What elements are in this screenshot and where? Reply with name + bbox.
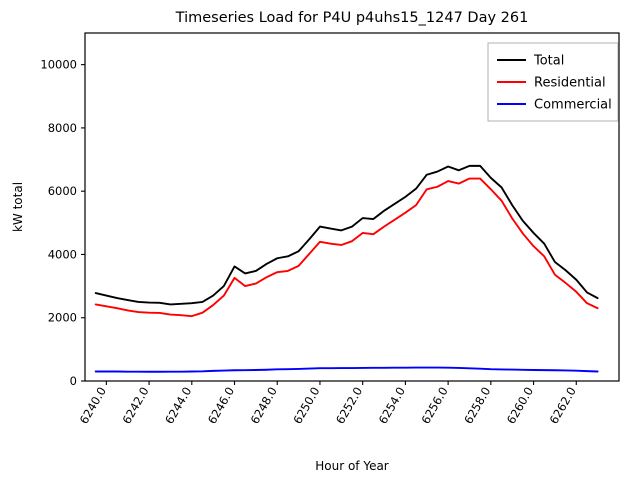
- y-tick-label: 0: [70, 374, 77, 388]
- y-tick-label: 6000: [48, 184, 77, 198]
- x-tick-label: 6262.0: [547, 385, 579, 427]
- x-tick-label: 6250.0: [290, 385, 322, 427]
- y-axis-title: kW total: [11, 182, 25, 232]
- series-line-total: [94, 164, 599, 306]
- x-tick-label: 6246.0: [205, 385, 237, 427]
- series-line-residential: [94, 177, 599, 318]
- legend-label-residential: Residential: [534, 76, 606, 91]
- y-tick-label: 10000: [40, 58, 77, 72]
- chart-title: Timeseries Load for P4U p4uhs15_1247 Day…: [175, 10, 529, 26]
- legend-label-commercial: Commercial: [534, 98, 612, 113]
- x-tick-label: 6260.0: [504, 385, 536, 427]
- y-tick-label: 4000: [48, 247, 77, 261]
- series-line-commercial: [94, 366, 599, 373]
- x-tick-label: 6252.0: [333, 385, 365, 427]
- x-tick-label: 6248.0: [248, 385, 280, 427]
- x-tick-label: 6254.0: [376, 385, 408, 427]
- plot-frame: [84, 32, 620, 382]
- x-tick-label: 6244.0: [162, 385, 194, 427]
- x-tick-label: 6240.0: [77, 385, 109, 427]
- x-tick-label: 6258.0: [461, 384, 493, 426]
- x-axis-title: Hour of Year: [315, 459, 389, 473]
- y-tick-label: 8000: [48, 121, 77, 135]
- legend-label-total: Total: [533, 54, 564, 69]
- x-tick-label: 6256.0: [418, 385, 450, 427]
- y-tick-label: 2000: [48, 311, 77, 325]
- x-tick-label: 6242.0: [119, 385, 151, 427]
